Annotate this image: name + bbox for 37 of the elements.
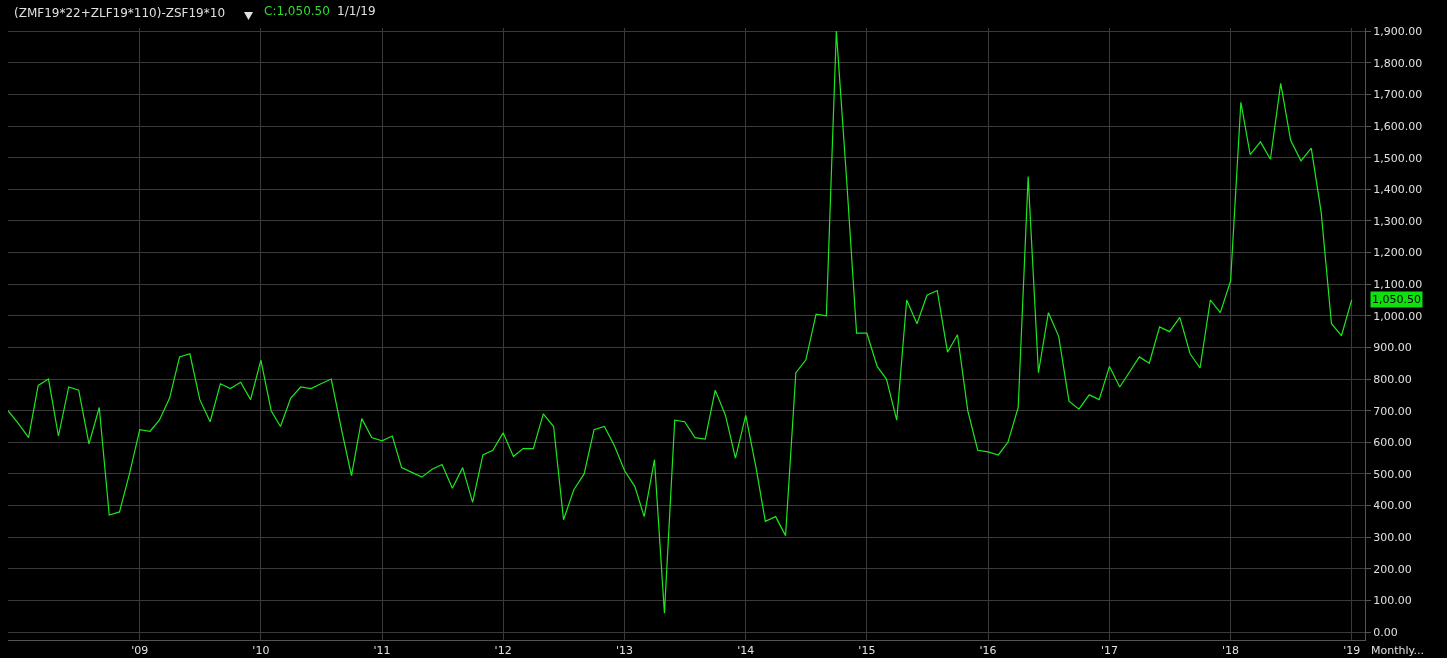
chart-title: (ZMF19*22+ZLF19*110)-ZSF19*10 <box>14 6 226 21</box>
x-tick-label: '17 <box>1100 644 1118 658</box>
y-tick-label: 1,000.00 <box>1373 309 1423 323</box>
text: Monthly... <box>1371 644 1424 657</box>
line-series <box>8 30 1353 614</box>
x-tick-label: '16 <box>979 644 997 658</box>
annotation: 1,050.50 <box>1372 293 1421 306</box>
y-tick-label: 200.00 <box>1373 562 1412 576</box>
y-tick-label: 400.00 <box>1373 499 1412 513</box>
text: C:1,050.50 <box>264 4 330 18</box>
y-tick-label: 0.00 <box>1373 625 1398 639</box>
y-tick-label: 1,600.00 <box>1373 119 1423 133</box>
x-tick-label: '13 <box>616 644 634 658</box>
x-tick-label: '19 <box>1343 644 1361 658</box>
y-tick-label: 1,900.00 <box>1373 25 1423 39</box>
y-tick-label: 1,700.00 <box>1373 88 1423 102</box>
x-tick-label: '18 <box>1222 644 1240 658</box>
y-tick-label: 1,400.00 <box>1373 183 1423 197</box>
y-tick-label: 600.00 <box>1373 436 1412 450</box>
y-tick-label: 100.00 <box>1373 594 1412 608</box>
y-tick-label: 800.00 <box>1373 372 1412 386</box>
y-tick-label: 1,500.00 <box>1373 151 1423 165</box>
y-tick-label: 1,200.00 <box>1373 246 1423 260</box>
y-tick-label: 700.00 <box>1373 404 1412 418</box>
x-tick-label: '12 <box>494 644 512 658</box>
text: 1/1/19 <box>337 4 376 18</box>
y-tick-label: 1,300.00 <box>1373 214 1423 228</box>
x-tick-label: '10 <box>252 644 270 658</box>
x-tick-label: '09 <box>131 644 149 658</box>
y-tick-label: 1,100.00 <box>1373 278 1423 292</box>
x-tick-label: '14 <box>737 644 755 658</box>
y-tick-label: 500.00 <box>1373 467 1412 481</box>
y-tick-label: 900.00 <box>1373 341 1412 355</box>
y-tick-label: 1,800.00 <box>1373 56 1423 70</box>
x-tick-label: '15 <box>858 644 876 658</box>
y-tick-label: 300.00 <box>1373 531 1412 545</box>
x-tick-label: '11 <box>373 644 391 658</box>
